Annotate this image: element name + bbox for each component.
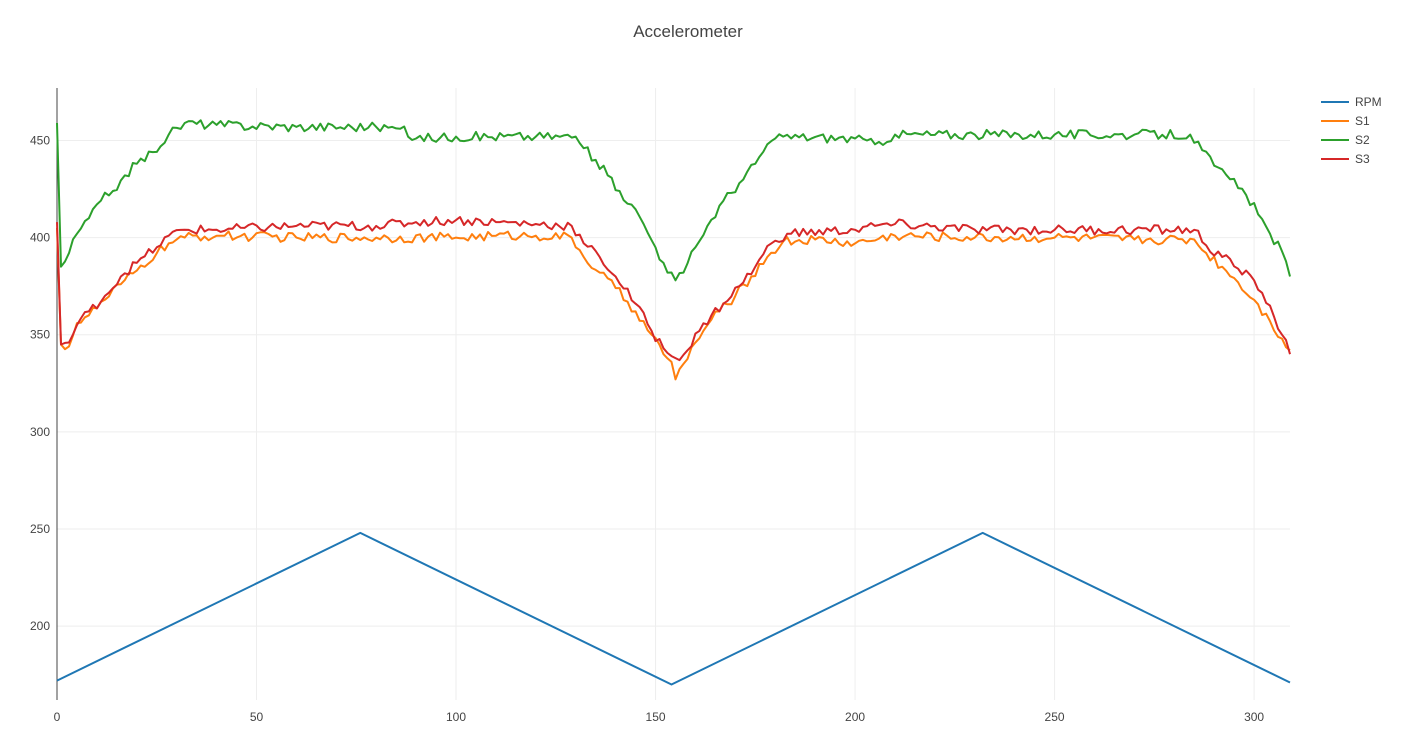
y-tick-label: 350 <box>30 328 50 342</box>
y-tick-label: 400 <box>30 231 50 245</box>
legend[interactable]: RPM S1 S2 S3 <box>1321 95 1382 166</box>
series-line-s1 <box>56 227 1291 381</box>
legend-item-s1[interactable]: S1 <box>1321 114 1370 128</box>
grid <box>57 88 1290 700</box>
x-tick-label: 150 <box>646 710 666 724</box>
x-tick-label: 200 <box>845 710 865 724</box>
legend-label: S1 <box>1355 114 1370 128</box>
y-tick-label: 200 <box>30 619 50 633</box>
y-tick-label: 450 <box>30 133 50 147</box>
legend-label: RPM <box>1355 95 1382 109</box>
y-tick-label: 250 <box>30 522 50 536</box>
x-tick-label: 250 <box>1045 710 1065 724</box>
x-tick-label: 100 <box>446 710 466 724</box>
legend-item-s3[interactable]: S3 <box>1321 152 1370 166</box>
y-tick-label: 300 <box>30 425 50 439</box>
legend-label: S2 <box>1355 133 1370 147</box>
x-tick-label: 300 <box>1244 710 1264 724</box>
x-tick-label: 50 <box>250 710 264 724</box>
x-tick-label: 0 <box>54 710 61 724</box>
chart-title: Accelerometer <box>633 22 743 41</box>
legend-label: S3 <box>1355 152 1370 166</box>
series-line-rpm <box>56 531 1291 686</box>
axes: 0 50 100 150 200 250 300 200 250 300 350 400 450 <box>30 88 1264 724</box>
legend-item-rpm[interactable]: RPM <box>1321 95 1382 109</box>
series-line-s2 <box>56 119 1291 282</box>
series-line-s3 <box>56 216 1291 362</box>
series-layer <box>56 119 1291 686</box>
legend-item-s2[interactable]: S2 <box>1321 133 1370 147</box>
